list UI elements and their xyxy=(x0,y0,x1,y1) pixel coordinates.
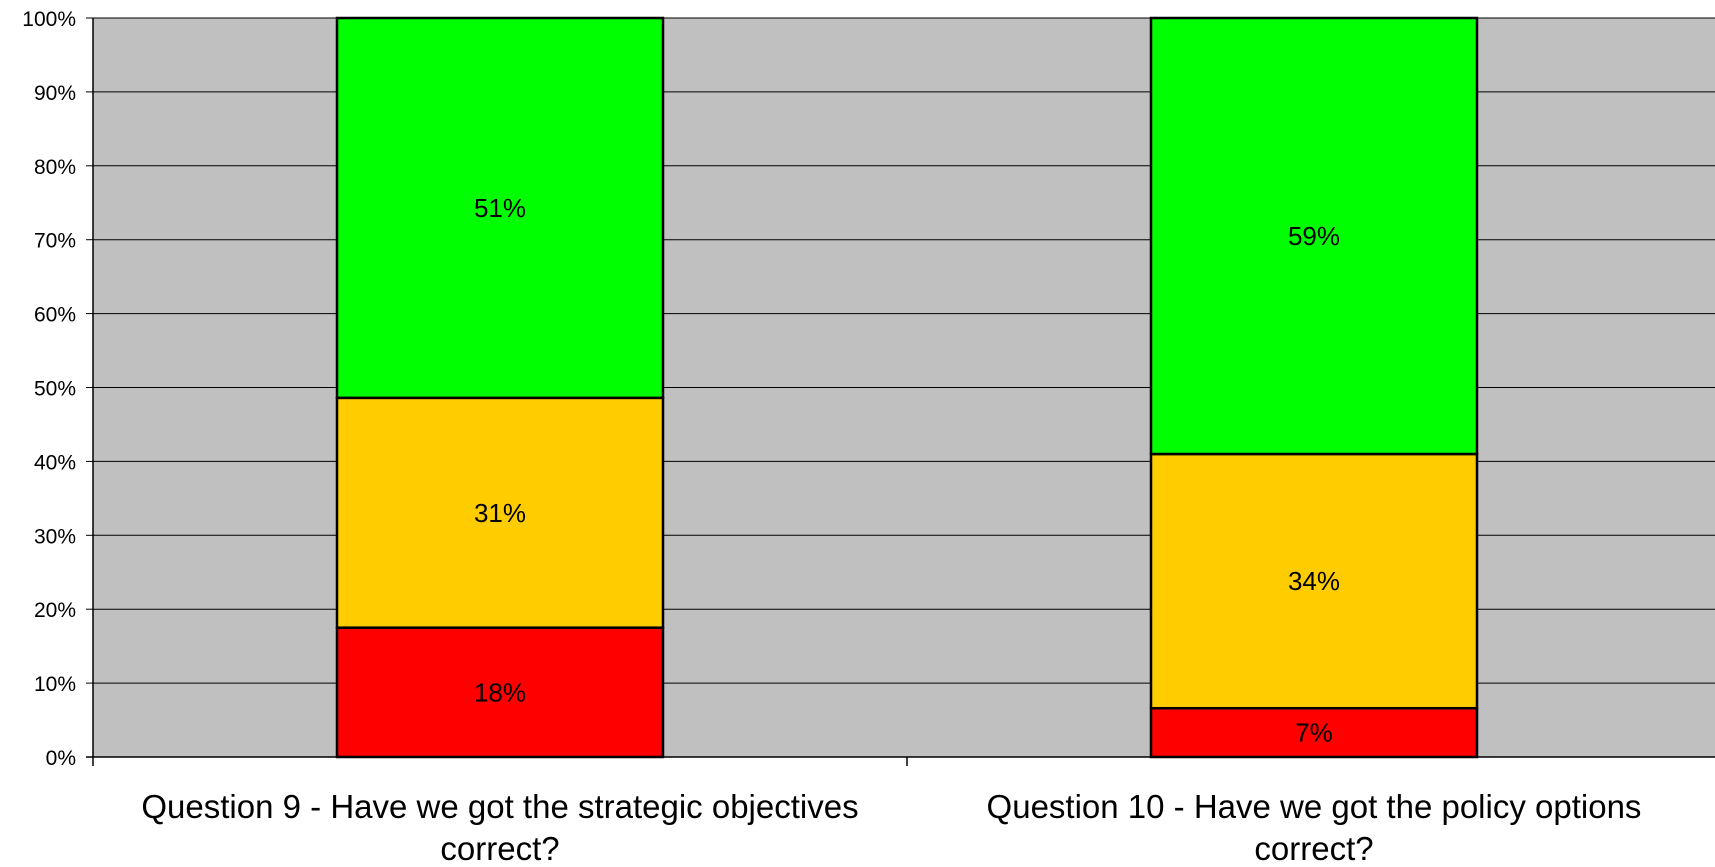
y-axis-tick-labels: 0% 10% 20% 30% 40% 50% 60% 70% 80% 90% 100% xyxy=(22,8,76,770)
y-tick-label: 20% xyxy=(34,599,76,622)
bar-segment xyxy=(335,396,665,629)
axes xyxy=(86,18,1715,766)
y-tick-label: 50% xyxy=(34,378,76,401)
y-tick-label: 60% xyxy=(34,304,76,327)
x-axis-category-labels: Question 9 - Have we got the strategic o… xyxy=(141,788,1641,867)
y-tick-label: 100% xyxy=(22,8,76,31)
bar-segment xyxy=(1149,706,1479,759)
y-tick-label: 70% xyxy=(34,230,76,253)
y-tick-label: 30% xyxy=(34,525,76,548)
x-category-label: Question 9 - Have we got the strategic o… xyxy=(141,788,858,825)
x-category-label: correct? xyxy=(440,830,559,867)
data-label: 59% xyxy=(1288,221,1340,251)
bars: 18% 31% 51% 7% 34% 59% xyxy=(335,16,1479,759)
y-tick-label: 0% xyxy=(46,747,76,770)
x-category-label: correct? xyxy=(1254,830,1373,867)
data-label: 31% xyxy=(474,498,526,528)
y-tick-label: 10% xyxy=(34,673,76,696)
data-label: 18% xyxy=(474,677,526,707)
y-tick-label: 80% xyxy=(34,156,76,179)
bar-segment xyxy=(1149,452,1479,710)
y-tick-label: 40% xyxy=(34,451,76,474)
data-label: 34% xyxy=(1288,566,1340,596)
data-label: 7% xyxy=(1295,718,1333,748)
x-category-label: Question 10 - Have we got the policy opt… xyxy=(987,788,1642,825)
y-tick-label: 90% xyxy=(34,82,76,105)
bar-segment xyxy=(335,16,665,400)
bar-segment xyxy=(1149,16,1479,456)
data-label: 51% xyxy=(474,193,526,223)
